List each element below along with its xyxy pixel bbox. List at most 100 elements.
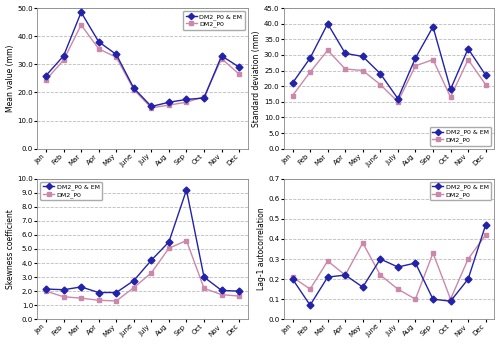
DM2_P0 bbox=[307, 287, 313, 291]
DM2_P0 & EM bbox=[78, 285, 84, 289]
DM2_P0 bbox=[482, 233, 488, 237]
DM2_P0 bbox=[184, 100, 190, 104]
DM2_P0 & EM bbox=[324, 275, 330, 279]
DM2_P0 bbox=[148, 106, 154, 110]
Line: DM2_P0 & EM: DM2_P0 & EM bbox=[44, 10, 242, 109]
DM2_P0 bbox=[148, 271, 154, 275]
DM2_P0 bbox=[201, 95, 207, 99]
Legend: DM2_P0 & EM, DM2_P0: DM2_P0 & EM, DM2_P0 bbox=[183, 11, 245, 30]
DM2_P0 bbox=[113, 55, 119, 59]
DM2_P0 bbox=[60, 295, 66, 299]
DM2_P0 & EM bbox=[307, 56, 313, 60]
Line: DM2_P0: DM2_P0 bbox=[44, 22, 242, 110]
DM2_P0 bbox=[96, 298, 102, 302]
DM2_P0 bbox=[378, 273, 384, 277]
DM2_P0 bbox=[430, 57, 436, 62]
Y-axis label: Mean value (mm): Mean value (mm) bbox=[6, 45, 15, 112]
DM2_P0 bbox=[395, 100, 401, 104]
DM2_P0 & EM bbox=[78, 10, 84, 14]
Y-axis label: Standard deviation (mm): Standard deviation (mm) bbox=[252, 30, 261, 127]
Line: DM2_P0: DM2_P0 bbox=[290, 233, 488, 302]
DM2_P0 & EM bbox=[342, 51, 348, 55]
DM2_P0 & EM bbox=[482, 223, 488, 227]
DM2_P0 & EM bbox=[96, 290, 102, 294]
DM2_P0 & EM bbox=[307, 303, 313, 307]
DM2_P0 & EM bbox=[131, 279, 137, 283]
DM2_P0 & EM bbox=[166, 100, 172, 104]
DM2_P0 & EM bbox=[236, 65, 242, 69]
DM2_P0 bbox=[201, 286, 207, 290]
DM2_P0 & EM bbox=[218, 288, 224, 292]
DM2_P0 & EM bbox=[290, 81, 296, 85]
DM2_P0 bbox=[324, 48, 330, 52]
DM2_P0 & EM bbox=[465, 277, 471, 281]
DM2_P0 & EM bbox=[201, 275, 207, 279]
DM2_P0 bbox=[412, 64, 418, 68]
DM2_P0 & EM bbox=[360, 54, 366, 58]
DM2_P0 & EM bbox=[290, 277, 296, 281]
DM2_P0 & EM bbox=[395, 97, 401, 101]
Legend: DM2_P0 & EM, DM2_P0: DM2_P0 & EM, DM2_P0 bbox=[430, 182, 492, 201]
DM2_P0 bbox=[43, 289, 49, 293]
DM2_P0 bbox=[412, 297, 418, 301]
DM2_P0 & EM bbox=[184, 97, 190, 101]
Line: DM2_P0 & EM: DM2_P0 & EM bbox=[290, 21, 488, 101]
DM2_P0 & EM bbox=[166, 240, 172, 244]
DM2_P0 & EM bbox=[448, 87, 454, 92]
Y-axis label: Lag-1 autocorrelation: Lag-1 autocorrelation bbox=[256, 208, 266, 290]
DM2_P0 & EM bbox=[43, 287, 49, 291]
Legend: DM2_P0 & EM, DM2_P0: DM2_P0 & EM, DM2_P0 bbox=[430, 127, 492, 146]
DM2_P0 & EM bbox=[60, 288, 66, 292]
DM2_P0 bbox=[236, 72, 242, 76]
DM2_P0 bbox=[290, 275, 296, 279]
DM2_P0 bbox=[395, 287, 401, 291]
DM2_P0 & EM bbox=[113, 52, 119, 56]
DM2_P0 bbox=[448, 297, 454, 301]
DM2_P0 bbox=[324, 259, 330, 263]
DM2_P0 bbox=[482, 83, 488, 87]
DM2_P0 & EM bbox=[218, 54, 224, 58]
DM2_P0 & EM bbox=[465, 46, 471, 51]
DM2_P0 & EM bbox=[201, 96, 207, 100]
DM2_P0 bbox=[113, 299, 119, 303]
DM2_P0 & EM bbox=[43, 74, 49, 78]
DM2_P0 bbox=[360, 68, 366, 73]
DM2_P0 bbox=[342, 273, 348, 277]
Line: DM2_P0: DM2_P0 bbox=[290, 48, 488, 104]
DM2_P0 & EM bbox=[342, 273, 348, 277]
DM2_P0 & EM bbox=[96, 40, 102, 44]
DM2_P0 & EM bbox=[324, 22, 330, 26]
DM2_P0 bbox=[131, 286, 137, 290]
DM2_P0 & EM bbox=[184, 188, 190, 192]
DM2_P0 bbox=[184, 238, 190, 243]
DM2_P0 bbox=[307, 70, 313, 74]
Legend: DM2_P0 & EM, DM2_P0: DM2_P0 & EM, DM2_P0 bbox=[40, 182, 102, 201]
DM2_P0 bbox=[218, 293, 224, 297]
DM2_P0 bbox=[360, 241, 366, 245]
DM2_P0 bbox=[60, 58, 66, 62]
DM2_P0 bbox=[430, 251, 436, 255]
DM2_P0 & EM bbox=[430, 297, 436, 301]
DM2_P0 & EM bbox=[148, 258, 154, 262]
Line: DM2_P0 & EM: DM2_P0 & EM bbox=[44, 187, 242, 295]
DM2_P0 bbox=[131, 87, 137, 92]
DM2_P0 bbox=[78, 296, 84, 300]
DM2_P0 & EM bbox=[412, 56, 418, 60]
DM2_P0 & EM bbox=[412, 261, 418, 265]
DM2_P0 & EM bbox=[113, 290, 119, 294]
DM2_P0 bbox=[78, 23, 84, 27]
DM2_P0 bbox=[166, 103, 172, 107]
DM2_P0 bbox=[218, 57, 224, 61]
DM2_P0 & EM bbox=[131, 86, 137, 90]
DM2_P0 & EM bbox=[60, 54, 66, 58]
DM2_P0 bbox=[96, 47, 102, 51]
DM2_P0 & EM bbox=[448, 299, 454, 303]
DM2_P0 & EM bbox=[378, 72, 384, 76]
DM2_P0 bbox=[43, 78, 49, 82]
DM2_P0 bbox=[236, 294, 242, 298]
DM2_P0 bbox=[378, 83, 384, 87]
DM2_P0 & EM bbox=[482, 73, 488, 77]
Line: DM2_P0 & EM: DM2_P0 & EM bbox=[290, 223, 488, 308]
DM2_P0 bbox=[465, 57, 471, 62]
DM2_P0 & EM bbox=[430, 25, 436, 29]
